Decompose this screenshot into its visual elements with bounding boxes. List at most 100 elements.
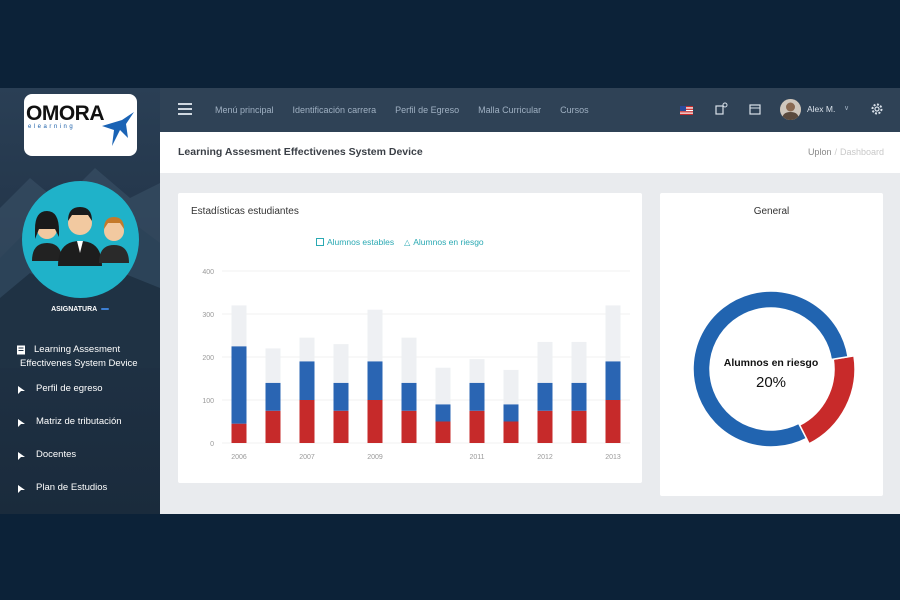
bar-segment	[571, 382, 587, 411]
donut-center-label: Alumnos en riesgo	[724, 357, 819, 369]
bar-segment	[231, 423, 247, 443]
nav-link-perfil-egreso[interactable]: Perfil de Egreso	[395, 105, 460, 115]
general-card: General Alumnos en riesgo 20%	[660, 193, 883, 496]
donut-chart: Alumnos en riesgo 20%	[692, 290, 856, 448]
gear-icon[interactable]	[870, 102, 884, 116]
bar-segment	[367, 309, 383, 362]
x-tick-label: 2009	[367, 454, 383, 461]
stats-card: Estadísticas estudiantes Alumnos estable…	[178, 193, 642, 483]
bar-segment	[537, 410, 553, 443]
bar-segment	[605, 400, 621, 443]
bar-segment	[265, 348, 281, 383]
nav-link-cursos[interactable]: Cursos	[560, 105, 589, 115]
message-icon[interactable]	[748, 102, 762, 116]
bar-segment	[503, 404, 519, 422]
bar-segment	[537, 382, 553, 411]
bar-segment	[231, 305, 247, 347]
page-title: Learning Assesment Effectivenes System D…	[178, 146, 423, 158]
sidebar-item-label-line1: Learning Assesment	[34, 344, 121, 355]
bar-segment	[299, 337, 315, 362]
user-photo-icon	[780, 99, 801, 120]
logo-tagline: elearning	[28, 124, 76, 130]
bar-segment	[469, 410, 485, 443]
team-avatar	[22, 181, 139, 298]
legend-label: Alumnos estables	[327, 237, 395, 247]
bar-segment	[367, 400, 383, 443]
y-tick-label: 200	[202, 355, 214, 362]
nav-link-menu-principal[interactable]: Menú principal	[215, 105, 274, 115]
top-nav: Menú principal Identificación carrera Pe…	[215, 88, 608, 132]
bar-segment	[503, 421, 519, 443]
sidebar-item-label-line2: Effectivenes System Device	[20, 358, 138, 369]
breadcrumb: Uplon / Dashboard	[807, 147, 884, 157]
sidebar-item-label: Perfil de egreso	[36, 383, 103, 394]
hamburger-menu-icon[interactable]	[178, 103, 192, 115]
bar-segment	[401, 382, 417, 411]
bird-logo-icon	[102, 112, 134, 146]
x-tick-label: 2007	[299, 454, 315, 461]
bar-segment	[333, 344, 349, 383]
bar-segment	[265, 410, 281, 443]
general-card-title: General	[753, 206, 790, 217]
arrow-icon	[18, 452, 25, 460]
chart-legend: Alumnos estables △ Alumnos en riesgo	[316, 237, 484, 247]
sidebar: OMORA elearning ASIGNATURA	[0, 88, 160, 514]
breadcrumb-item-dashboard: Dashboard	[839, 147, 884, 157]
y-tick-label: 0	[210, 441, 214, 448]
nav-link-malla-curricular[interactable]: Malla Curricular	[478, 105, 542, 115]
legend-item-estables[interactable]: Alumnos estables	[316, 237, 394, 247]
donut-center-value: 20%	[756, 374, 786, 391]
bar-segment	[503, 369, 519, 405]
legend-item-riesgo[interactable]: △ Alumnos en riesgo	[404, 237, 484, 247]
x-tick-label: 2013	[605, 454, 621, 461]
bar-chart: 0 100 200 300 400 2006 2007 2009 2011 2012 2013	[202, 269, 630, 461]
bar-segment	[571, 410, 587, 443]
asignatura-badge	[100, 308, 109, 311]
donut-slice-riesgo	[798, 355, 856, 445]
sidebar-item-matriz-tributacion[interactable]: Matriz de tributación	[0, 416, 160, 449]
bar-segment	[435, 404, 451, 422]
us-flag-icon[interactable]	[680, 106, 693, 115]
y-tick-label: 100	[202, 398, 214, 405]
bar-segment	[435, 421, 451, 443]
user-name[interactable]: Alex M.	[807, 104, 836, 114]
arrow-icon	[18, 386, 25, 394]
sidebar-item-label: Matriz de tributación	[36, 416, 122, 427]
x-tick-label: 2006	[231, 454, 247, 461]
logo[interactable]: OMORA elearning	[24, 94, 137, 156]
bar-segment	[333, 382, 349, 411]
bar-segment	[299, 400, 315, 443]
sidebar-item-perfil-egreso[interactable]: Perfil de egreso	[0, 383, 160, 416]
breadcrumb-item-uplon[interactable]: Uplon	[807, 147, 832, 157]
sidebar-item-label: Learning Assesment Effectivenes System D…	[20, 343, 138, 371]
sidebar-nav: Learning Assesment Effectivenes System D…	[0, 343, 160, 514]
bar-segment	[367, 361, 383, 400]
x-tick-label: 2011	[469, 454, 484, 461]
x-tick-label: 2012	[537, 454, 553, 461]
donut-slice-estables	[692, 290, 849, 448]
bar-segment	[435, 367, 451, 405]
logo-name: OMORA	[26, 102, 105, 125]
bar-segment	[401, 337, 417, 383]
y-tick-label: 300	[202, 312, 214, 319]
arrow-icon	[18, 419, 25, 427]
bar-segment	[401, 410, 417, 443]
sidebar-item-learning-assesment[interactable]: Learning Assesment Effectivenes System D…	[0, 343, 160, 383]
document-icon	[17, 345, 25, 355]
nav-link-identificacion-carrera[interactable]: Identificación carrera	[292, 105, 377, 115]
user-avatar[interactable]	[780, 99, 801, 120]
y-tick-label: 400	[202, 269, 214, 276]
topbar: Menú principal Identificación carrera Pe…	[160, 88, 900, 132]
bar-segment	[537, 341, 553, 383]
sidebar-item-docentes[interactable]: Docentes	[0, 449, 160, 482]
asignatura-label: ASIGNATURA	[0, 306, 160, 313]
bar-segment	[299, 361, 315, 400]
notification-icon[interactable]	[714, 102, 728, 116]
arrow-icon	[18, 485, 25, 493]
sidebar-item-plan-estudios[interactable]: Plan de Estudios	[0, 482, 160, 514]
bar-segment	[469, 359, 485, 383]
bar-segment	[469, 382, 485, 411]
breadcrumb-bar: Learning Assesment Effectivenes System D…	[160, 132, 900, 173]
bar-segment	[605, 361, 621, 400]
chevron-down-icon[interactable]: ∨	[844, 105, 850, 112]
